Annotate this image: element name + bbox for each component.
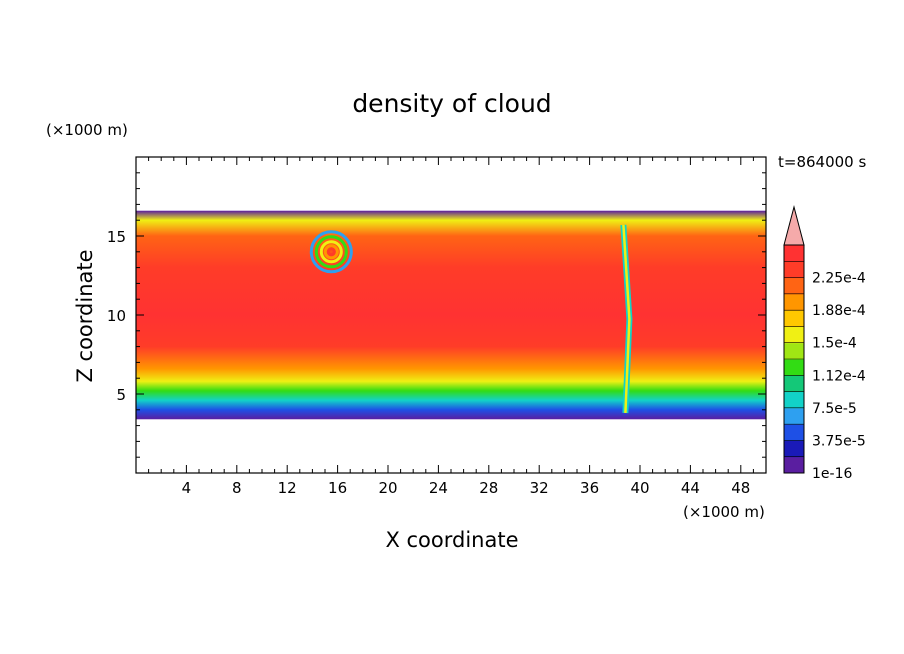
colorbar-swatch: [784, 456, 804, 474]
x-tick-label: 20: [378, 479, 397, 497]
time-label: t=864000 s: [778, 153, 866, 171]
colorbar-swatch: [784, 359, 804, 376]
x-tick-label: 40: [630, 479, 649, 497]
x-axis-ticks: 4 8 12 16 20 24 28 32 36 40 44 48: [135, 157, 767, 497]
x-axis-label: X coordinate: [385, 528, 518, 552]
colorbar-swatch: [784, 293, 804, 311]
cloud-features: [309, 224, 633, 414]
colorbar-label: 1e-16: [812, 466, 852, 482]
colorbar-swatch: [784, 310, 804, 327]
colorbar-swatch: [784, 440, 804, 458]
colorbar-swatch: [784, 375, 804, 393]
y-tick-label: 10: [107, 307, 126, 325]
colorbar-swatch: [784, 391, 804, 409]
colorbar-swatch: [784, 342, 804, 360]
y-axis-ticks: 5 10 15: [107, 156, 766, 474]
vortex-ring: [326, 247, 336, 257]
colorbar-label: 1.12e-4: [812, 368, 866, 384]
colorbar-label: 1.88e-4: [812, 303, 866, 319]
vortex-ring: [323, 244, 339, 260]
x-tick-label: 44: [681, 479, 700, 497]
colorbar: 1e-16 3.75e-5 7.5e-5 1.12e-4 1.5e-4 1.88e-4 2.…: [783, 205, 866, 482]
x-tick-label: 12: [278, 479, 297, 497]
vortex-ring: [314, 235, 348, 269]
colorbar-swatch: [784, 261, 804, 279]
x-tick-label: 28: [479, 479, 498, 497]
y-tick-label: 15: [107, 228, 126, 246]
colorbar-swatch: [784, 277, 804, 295]
front-core: [622, 224, 631, 414]
colorbar-extend-arrow: [783, 205, 805, 246]
colorbar-label: 2.25e-4: [812, 271, 866, 287]
colorbar-label: 1.5e-4: [812, 336, 857, 352]
x-unit-label: (×1000 m): [683, 503, 765, 521]
colorbar-swatch: [784, 326, 804, 344]
chart-title: density of cloud: [352, 89, 551, 118]
x-tick-label: 8: [232, 479, 242, 497]
y-tick-label: 5: [116, 386, 126, 404]
vortex-ring: [319, 240, 343, 264]
x-tick-label: 24: [429, 479, 448, 497]
x-tick-label: 4: [182, 479, 192, 497]
x-tick-label: 36: [580, 479, 599, 497]
colorbar-label: 7.5e-5: [812, 401, 857, 417]
colorbar-swatch: [784, 407, 804, 425]
y-unit-label: (×1000 m): [46, 121, 128, 139]
x-tick-label: 16: [328, 479, 347, 497]
colorbar-swatch: [784, 424, 804, 441]
x-tick-label: 32: [530, 479, 549, 497]
x-tick-label: 48: [731, 479, 750, 497]
plot-area: [135, 156, 767, 474]
colorbar-label: 3.75e-5: [812, 433, 866, 449]
cloud-field: [136, 210, 766, 420]
colorbar-swatch: [784, 245, 804, 262]
vortex-ring: [309, 230, 353, 274]
y-axis-label: Z coordinate: [73, 249, 97, 382]
